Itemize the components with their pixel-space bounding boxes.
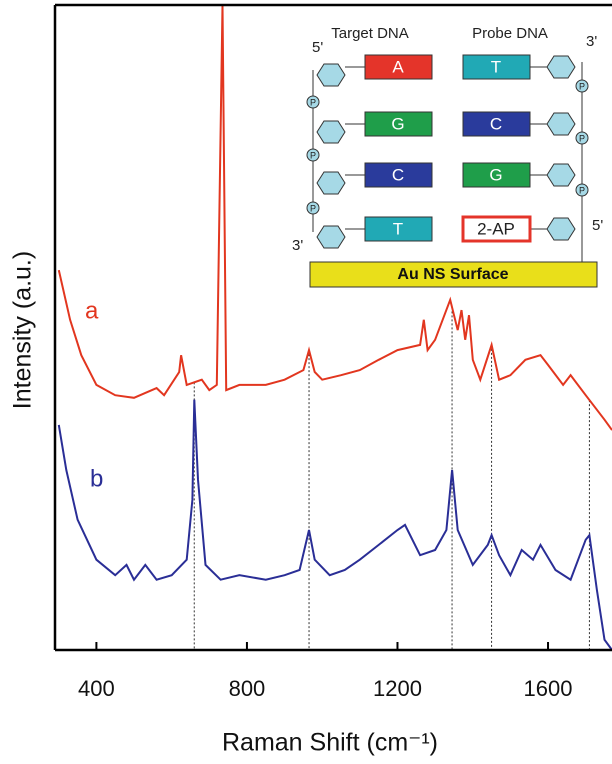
phosphate-label: P xyxy=(579,185,585,195)
end-label: 5' xyxy=(592,217,603,234)
phosphate xyxy=(575,79,589,93)
end-label: 3' xyxy=(292,237,303,254)
base-label: G xyxy=(391,114,404,133)
x-tick-label: 400 xyxy=(78,676,115,701)
end-label: 5' xyxy=(312,39,323,56)
target-label: Target DNA xyxy=(331,25,409,42)
phosphate-label: P xyxy=(310,97,316,107)
inset-diagram: Au NS Surface Target DNA Probe DNA 5' 3'… xyxy=(292,25,603,288)
sugar-ring xyxy=(546,217,576,241)
x-axis-label: Raman Shift (cm⁻¹) xyxy=(222,729,438,757)
base-label: C xyxy=(490,114,502,133)
base-box xyxy=(364,162,433,188)
probe-label: Probe DNA xyxy=(472,25,548,42)
series-label: b xyxy=(90,465,103,492)
base-label: G xyxy=(489,165,502,184)
base-box xyxy=(364,54,433,80)
base-label: 2-AP xyxy=(477,219,515,238)
spectrum-line xyxy=(57,5,612,431)
phosphate-label: P xyxy=(310,150,316,160)
phosphate xyxy=(575,131,589,145)
phosphate-label: P xyxy=(579,81,585,91)
base-box xyxy=(462,162,531,188)
sugar-ring xyxy=(546,163,576,187)
surface-label: Au NS Surface xyxy=(397,266,508,283)
sugar-ring xyxy=(316,171,346,195)
surface-bar xyxy=(309,261,598,288)
phosphate xyxy=(306,148,320,162)
sugar-ring xyxy=(316,225,346,249)
phosphate-label: P xyxy=(310,203,316,213)
x-tick-label: 1600 xyxy=(524,676,573,701)
phosphate xyxy=(306,95,320,109)
base-box xyxy=(461,215,532,243)
sugar-ring xyxy=(316,63,346,87)
sugar-ring xyxy=(546,55,576,79)
sugar-ring xyxy=(316,120,346,144)
spectrum-line xyxy=(57,399,612,650)
base-box xyxy=(364,216,433,242)
sugar-ring xyxy=(546,112,576,136)
phosphate-label: P xyxy=(579,133,585,143)
x-tick-label: 1200 xyxy=(373,676,422,701)
base-box xyxy=(462,54,531,80)
base-label: T xyxy=(393,219,403,238)
y-axis-label: Intensity (a.u.) xyxy=(9,251,37,409)
end-label: 3' xyxy=(586,33,597,50)
base-label: T xyxy=(491,57,501,76)
base-box xyxy=(364,111,433,137)
base-label: A xyxy=(392,57,404,76)
base-label: C xyxy=(392,165,404,184)
series-label: a xyxy=(85,297,99,324)
phosphate xyxy=(575,183,589,197)
phosphate xyxy=(306,201,320,215)
base-box xyxy=(462,111,531,137)
x-tick-label: 800 xyxy=(229,676,266,701)
backbone xyxy=(312,62,583,262)
